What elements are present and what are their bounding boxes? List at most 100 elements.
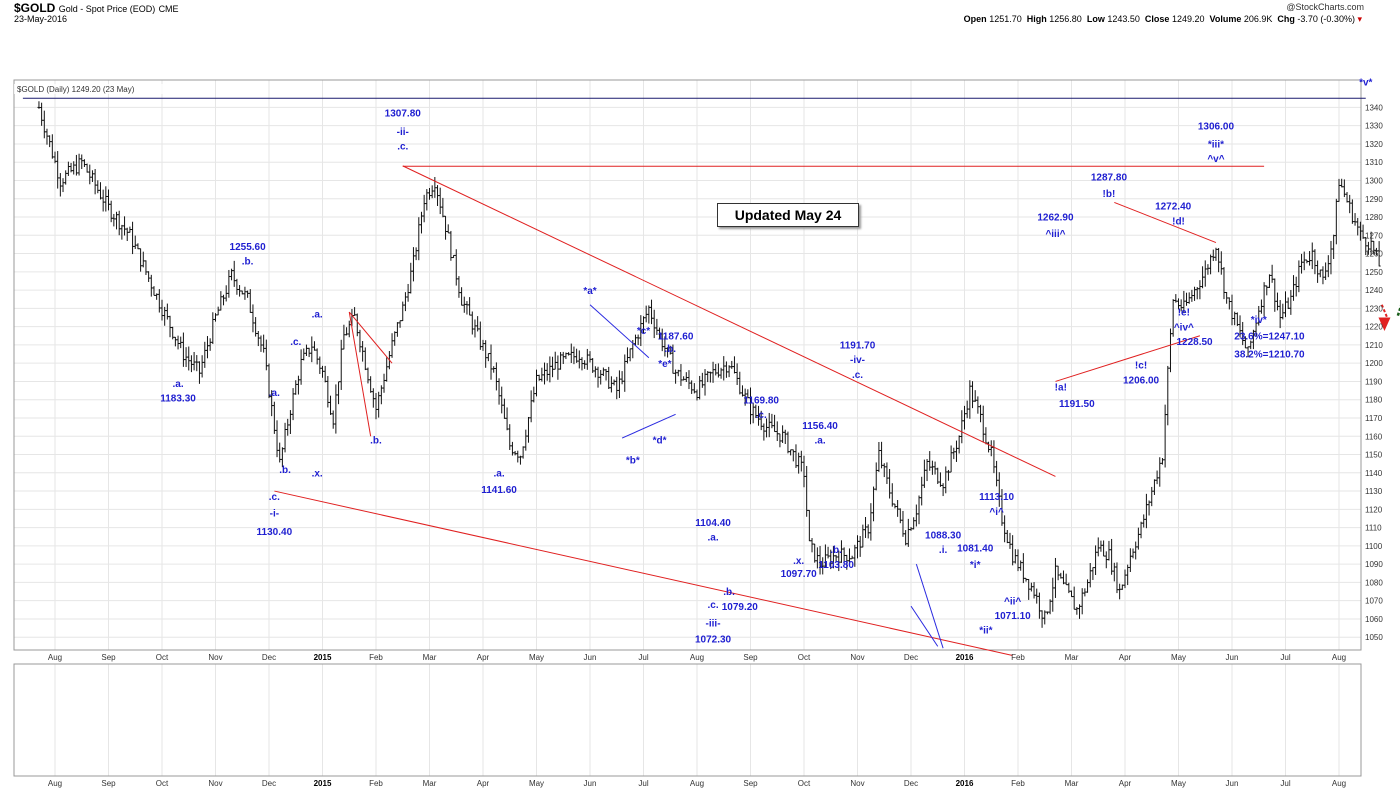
y-tick-label: 1130 — [1365, 487, 1383, 496]
x-tick-label: Mar — [423, 653, 437, 662]
wave-label: .x. — [312, 468, 323, 479]
x-tick-label: Oct — [156, 779, 169, 788]
chart-legend: $GOLD (Daily) 1249.20 (23 May) — [14, 84, 194, 94]
y-tick-label: 1150 — [1365, 451, 1383, 460]
x-axis: Aug Aug Sep Sep Oct Oct Nov Nov Dec Dec 2015 2015 Fe… — [48, 653, 1346, 788]
wave-label: *v* — [1359, 77, 1372, 88]
x-tick-label: May — [529, 653, 544, 662]
wave-label: 23.6%=1247.10 — [1234, 331, 1305, 342]
wave-label: 38.2%=1210.70 — [1234, 350, 1305, 361]
wave-label: ^iii^ — [1045, 229, 1065, 240]
wave-label: ^v^ — [1207, 154, 1224, 165]
ohlc-summary: Open 1251.70 High 1256.80 Low 1243.50 Cl… — [963, 14, 1362, 24]
y-tick-label: 1250 — [1365, 268, 1383, 277]
wave-label: 1156.40 — [802, 421, 838, 432]
wave-label: !c! — [1135, 361, 1147, 372]
x-tick-label: 2015 — [314, 653, 332, 662]
wave-label: 1081.40 — [957, 543, 994, 554]
y-tick-label: 1060 — [1365, 615, 1383, 624]
x-tick-label: Jun — [584, 779, 597, 788]
wave-label: .x. — [793, 556, 804, 567]
x-tick-label: Jul — [1280, 653, 1290, 662]
lower-channel-line — [274, 490, 1013, 656]
x-tick-label: Sep — [101, 653, 116, 662]
x-tick-label: Apr — [477, 653, 490, 662]
blue-wedge-line — [915, 563, 944, 649]
y-tick-label: 1140 — [1365, 469, 1383, 478]
wave-label: ^i^ — [989, 507, 1004, 518]
y-tick-label: 1110 — [1365, 524, 1382, 533]
exchange-label: CME — [158, 4, 179, 14]
wave-label: ^ii^ — [1004, 596, 1021, 607]
down-arrow-head — [1378, 317, 1391, 331]
y-tick-label: 1170 — [1365, 414, 1383, 423]
wave-label: 1071.10 — [995, 611, 1032, 622]
y-tick-label: 1320 — [1365, 140, 1383, 149]
x-tick-label: May — [1171, 779, 1186, 788]
wave-label: 1187.60 — [658, 331, 694, 342]
x-tick-label: May — [529, 779, 544, 788]
wave-label: 1130.40 — [257, 527, 293, 538]
x-tick-label: Apr — [1119, 653, 1132, 662]
wave-label: -iv- — [850, 355, 865, 366]
wave-label: .c. — [756, 410, 767, 421]
wave-label: .c. — [397, 141, 408, 152]
x-tick-label: Feb — [1011, 653, 1025, 662]
x-tick-label: Dec — [262, 779, 276, 788]
y-tick-label: 1070 — [1365, 597, 1383, 606]
update-badge: Updated May 24 — [717, 203, 859, 227]
y-tick-label: 1100 — [1365, 542, 1383, 551]
blue-wedge-line — [621, 413, 676, 439]
wave-label: *b* — [626, 456, 640, 467]
wave-label: .c. — [290, 337, 301, 348]
x-tick-label: Dec — [904, 653, 918, 662]
chart-description: Gold - Spot Price (EOD) — [58, 4, 156, 14]
wave-label: *i* — [970, 560, 981, 571]
y-tick-label: 1220 — [1365, 323, 1383, 332]
y-tick-label: 1190 — [1365, 377, 1383, 386]
y-tick-label: 1200 — [1365, 359, 1383, 368]
wave-label: 1206.00 — [1123, 375, 1160, 386]
blue-wedge-line — [910, 605, 939, 647]
x-tick-label: Aug — [1332, 653, 1346, 662]
x-tick-label: Jun — [1226, 779, 1239, 788]
wave-label: 1103.80 — [818, 560, 854, 571]
x-tick-label: Jul — [1280, 779, 1290, 788]
wave-label: *a* — [583, 286, 596, 297]
wave-label: -iii- — [706, 618, 721, 629]
x-tick-label: Apr — [1119, 779, 1132, 788]
wave-label: .b. — [370, 436, 382, 447]
x-tick-label: Sep — [743, 779, 758, 788]
wave-label: 1169.80 — [743, 395, 779, 406]
wave-label: 1272.40 — [1155, 202, 1192, 213]
wave-label: 1104.40 — [695, 518, 731, 529]
y-tick-label: 1260 — [1365, 250, 1383, 259]
x-tick-label: Sep — [743, 653, 758, 662]
stockcharts-brand[interactable]: @StockCharts.com — [1286, 2, 1364, 12]
wave-label: .b. — [242, 257, 254, 268]
y-tick-label: 1120 — [1365, 505, 1383, 514]
wave-label: *e* — [658, 359, 671, 370]
wave-label: -i- — [270, 509, 279, 520]
down-arrow-line — [1380, 304, 1389, 318]
wave-label: .a. — [493, 468, 504, 479]
legend-text: $GOLD (Daily) 1249.20 (23 May) — [17, 85, 135, 94]
wave-label: ^iv^ — [1174, 322, 1194, 333]
wave-label: .a. — [269, 388, 280, 399]
wave-label: *d* — [653, 436, 667, 447]
y-tick-label: 1290 — [1365, 195, 1383, 204]
wave-label: 1262.90 — [1037, 213, 1074, 224]
wave-label: *c* — [637, 326, 650, 337]
x-tick-label: Oct — [798, 653, 811, 662]
y-tick-label: 1340 — [1365, 103, 1383, 112]
x-tick-label: Nov — [208, 779, 222, 788]
x-tick-label: Oct — [156, 653, 169, 662]
x-tick-label: Nov — [208, 653, 222, 662]
wave-label: .i. — [939, 545, 948, 556]
wave-label: *iv* — [1251, 315, 1267, 326]
y-tick-label: 1270 — [1365, 231, 1383, 240]
x-tick-label: Mar — [1065, 653, 1079, 662]
x-tick-label: Dec — [262, 653, 276, 662]
blue-wedge-line — [589, 304, 650, 359]
